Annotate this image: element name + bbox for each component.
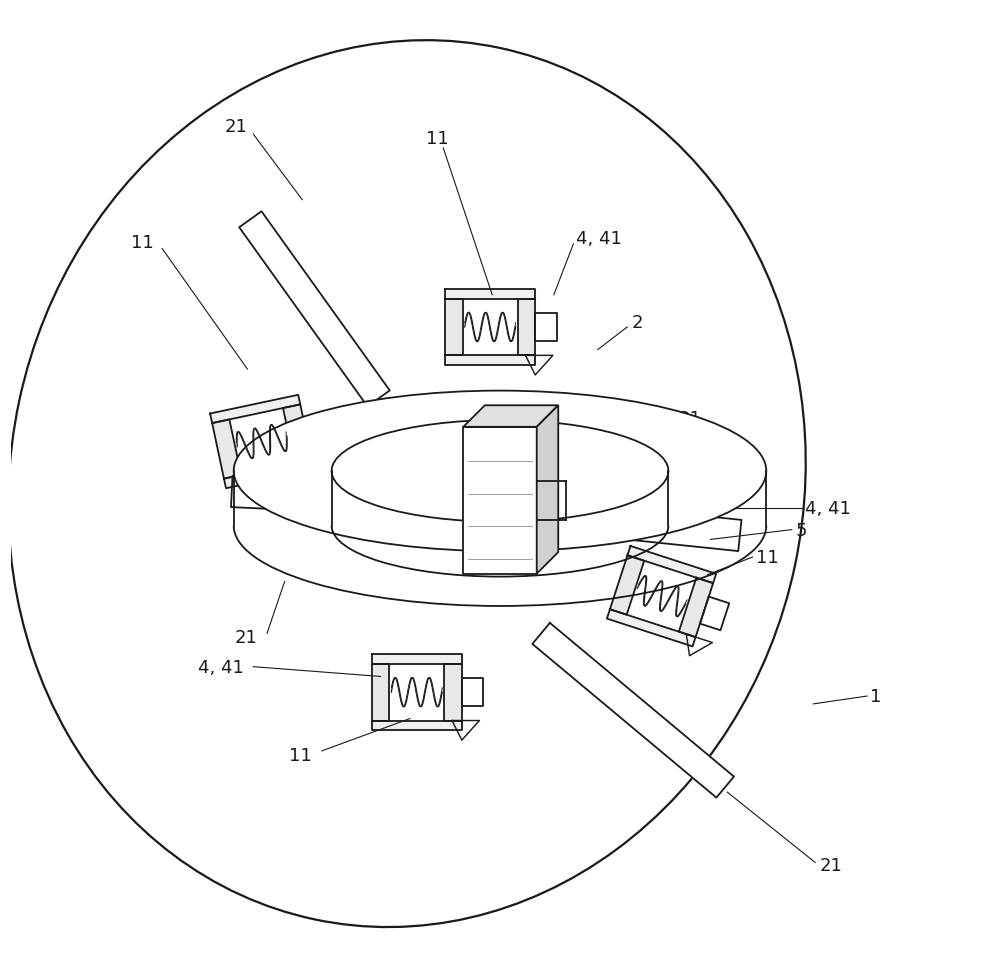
Polygon shape (518, 299, 535, 356)
Polygon shape (212, 420, 241, 479)
Polygon shape (607, 609, 696, 646)
Polygon shape (445, 289, 535, 299)
Polygon shape (610, 556, 644, 615)
Polygon shape (372, 664, 389, 721)
Text: 4, 41: 4, 41 (576, 230, 622, 247)
Text: 11: 11 (289, 746, 312, 764)
Polygon shape (537, 406, 558, 574)
Polygon shape (463, 406, 558, 427)
Polygon shape (535, 314, 557, 341)
Polygon shape (224, 461, 314, 489)
Polygon shape (372, 721, 462, 731)
Polygon shape (231, 476, 378, 514)
Polygon shape (444, 664, 462, 721)
Polygon shape (679, 578, 713, 638)
Ellipse shape (234, 391, 766, 552)
Text: 21: 21 (234, 629, 257, 646)
Text: 11: 11 (756, 549, 779, 566)
Text: 2: 2 (631, 314, 643, 332)
Text: 4, 41: 4, 41 (198, 658, 244, 676)
Text: 5: 5 (796, 521, 807, 539)
Text: 21: 21 (819, 857, 842, 874)
Polygon shape (700, 597, 729, 631)
Polygon shape (532, 623, 734, 798)
Polygon shape (445, 299, 463, 356)
Polygon shape (627, 547, 716, 584)
Bar (463, 427, 537, 574)
Polygon shape (283, 405, 312, 465)
Ellipse shape (332, 421, 668, 522)
Polygon shape (445, 356, 535, 366)
Text: 11: 11 (426, 130, 449, 148)
Polygon shape (372, 654, 462, 664)
Text: 42: 42 (541, 490, 564, 508)
Text: 1: 1 (870, 688, 881, 705)
Text: 21: 21 (224, 118, 247, 136)
Polygon shape (210, 395, 300, 423)
Polygon shape (462, 679, 483, 706)
Polygon shape (239, 212, 390, 407)
Text: 21: 21 (678, 410, 701, 427)
Polygon shape (303, 415, 330, 447)
Text: 11: 11 (131, 234, 154, 251)
Text: 4, 41: 4, 41 (805, 500, 851, 517)
Polygon shape (616, 508, 741, 552)
